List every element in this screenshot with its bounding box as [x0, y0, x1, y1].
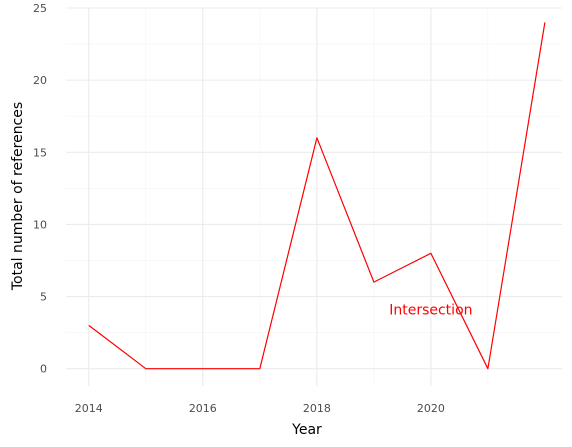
y-tick-label: 0	[40, 363, 47, 376]
y-tick-label: 10	[33, 218, 47, 231]
y-axis-title: Total number of references	[10, 102, 26, 291]
x-tick-label: 2020	[417, 402, 445, 415]
y-tick-label: 5	[40, 291, 47, 304]
series-line	[88, 22, 546, 370]
y-tick-label: 25	[33, 2, 47, 15]
major-gridlines	[66, 7, 562, 386]
x-axis-ticks: 2014 2016 2018 2020	[75, 402, 445, 415]
y-tick-label: 15	[33, 146, 47, 159]
series-layer	[88, 22, 546, 370]
y-axis-ticks: 0 5 10 15 20 25	[33, 2, 47, 376]
minor-gridlines	[66, 8, 562, 386]
x-axis-title: Year	[291, 422, 322, 438]
x-tick-label: 2014	[75, 402, 103, 415]
annotation-label: Intersection	[389, 303, 472, 319]
y-tick-label: 20	[33, 74, 47, 87]
x-tick-label: 2016	[189, 402, 217, 415]
x-tick-label: 2018	[303, 402, 331, 415]
